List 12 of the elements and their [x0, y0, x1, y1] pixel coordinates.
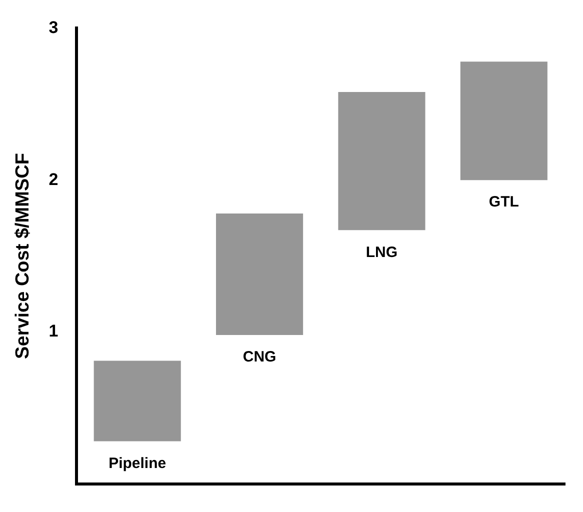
bar [94, 360, 181, 442]
bar [216, 213, 304, 335]
x-tick-label: LNG [366, 244, 398, 261]
y-tick-label: 1 [48, 322, 58, 341]
bar [460, 62, 548, 180]
y-tick-label: 2 [48, 170, 58, 189]
x-tick-label: Pipeline [108, 454, 166, 472]
y-axis-title: Service Cost $/MMSCF [12, 153, 34, 359]
bar [338, 92, 426, 230]
x-tick-label: GTL [488, 194, 519, 211]
x-tick-label: CNG [242, 348, 276, 366]
y-tick-label: 3 [48, 18, 58, 37]
